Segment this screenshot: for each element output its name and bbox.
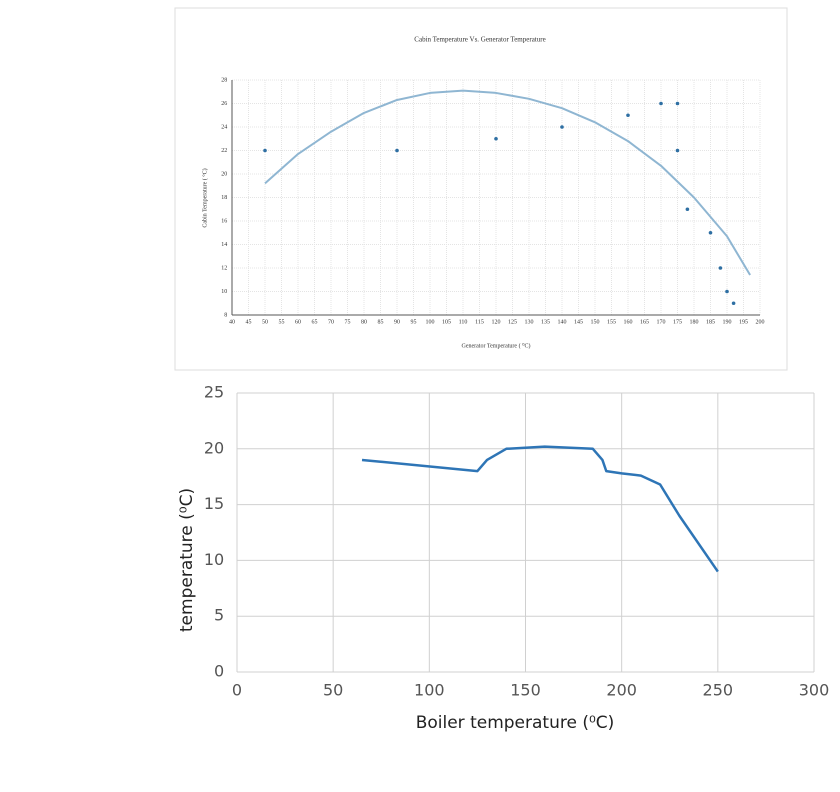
y-tick-label: 15 <box>204 494 224 513</box>
x-tick-label: 175 <box>673 320 682 326</box>
x-tick-label: 95 <box>411 320 417 326</box>
y-tick-label: 0 <box>214 662 224 681</box>
x-tick-label: 90 <box>394 320 400 326</box>
point <box>263 148 267 153</box>
x-tick-label: 105 <box>442 320 451 326</box>
x-tick-label: 160 <box>624 320 633 326</box>
x-tick-label: 40 <box>229 320 235 326</box>
y-tick-label: 20 <box>204 438 224 457</box>
x-tick-label: 50 <box>262 320 268 326</box>
point <box>675 148 680 153</box>
point <box>731 301 736 306</box>
x-tick-label: 195 <box>739 320 748 326</box>
y-tick-label: 25 <box>204 383 224 402</box>
x-tick-label: 0 <box>232 681 242 700</box>
x-tick-label: 115 <box>475 320 484 326</box>
x-tick-label: 170 <box>657 320 666 326</box>
y-tick-label: 28 <box>221 77 227 83</box>
x-tick-label: 45 <box>246 320 252 326</box>
point <box>626 113 630 118</box>
chart-top: Cabin Temperature Vs. Generator Temperat… <box>201 36 764 350</box>
line-series <box>361 445 719 573</box>
y-tick-label: 8 <box>224 312 227 318</box>
x-tick-label: 150 <box>591 320 600 326</box>
x-tick-label: 110 <box>459 320 468 326</box>
x-tick-label: 180 <box>690 320 699 326</box>
y-tick-label: 14 <box>221 242 227 248</box>
x-tick-label: 250 <box>703 681 734 700</box>
x-tick-label: 200 <box>606 681 637 700</box>
x-tick-label: 100 <box>426 320 435 326</box>
point <box>708 230 713 235</box>
x-tick-label: 165 <box>640 320 649 326</box>
y-tick-label: 20 <box>221 171 227 177</box>
point <box>395 148 399 153</box>
x-tick-label: 300 <box>799 681 830 700</box>
x-tick-label: 65 <box>312 320 318 326</box>
y-tick-label: 18 <box>221 195 227 201</box>
x-tick-label: 200 <box>756 320 765 326</box>
y-tick-label: 22 <box>221 148 227 154</box>
x-tick-label: 190 <box>723 320 732 326</box>
point <box>718 266 723 270</box>
y-tick-label: 12 <box>221 265 227 271</box>
x-tick-label: 60 <box>295 320 301 326</box>
x-tick-label: 145 <box>574 320 583 326</box>
y-tick-label: 10 <box>204 550 224 569</box>
chart-title: Cabin Temperature Vs. Generator Temperat… <box>414 36 545 44</box>
x-tick-label: 120 <box>492 320 501 326</box>
x-tick-label: 85 <box>378 320 384 326</box>
x-tick-label: 100 <box>414 681 445 700</box>
x-tick-label: 150 <box>510 681 541 700</box>
x-tick-label: 50 <box>323 681 343 700</box>
y-axis-label: temperature (⁰C) <box>177 488 197 632</box>
x-axis-label: Generator Temperature ( ⁰C) <box>461 342 530 349</box>
x-tick-label: 140 <box>558 320 567 326</box>
point <box>685 207 690 212</box>
x-tick-label: 185 <box>706 320 715 326</box>
y-tick-label: 16 <box>221 218 227 224</box>
x-tick-label: 75 <box>345 320 351 326</box>
chart-frame <box>174 7 788 371</box>
chart-bottom: Boiler temperature (⁰C) temperature (⁰C)… <box>177 383 829 734</box>
point <box>659 101 663 106</box>
y-axis-label: Cabin Temperature ( °C) <box>201 168 208 227</box>
x-tick-label: 55 <box>279 320 285 326</box>
point <box>675 101 680 106</box>
x-axis-label: Boiler temperature (⁰C) <box>416 713 615 733</box>
x-tick-label: 125 <box>508 320 517 326</box>
line-series <box>264 89 751 276</box>
y-tick-label: 5 <box>214 606 224 625</box>
x-tick-label: 70 <box>328 320 334 326</box>
y-tick-label: 10 <box>221 289 227 295</box>
point <box>494 136 498 141</box>
point <box>725 289 729 294</box>
y-tick-label: 24 <box>221 124 227 130</box>
y-tick-label: 26 <box>221 101 227 107</box>
x-tick-label: 135 <box>541 320 550 326</box>
point <box>560 125 564 129</box>
x-tick-label: 155 <box>607 320 616 326</box>
x-tick-label: 80 <box>361 320 367 326</box>
x-tick-label: 130 <box>525 320 534 326</box>
